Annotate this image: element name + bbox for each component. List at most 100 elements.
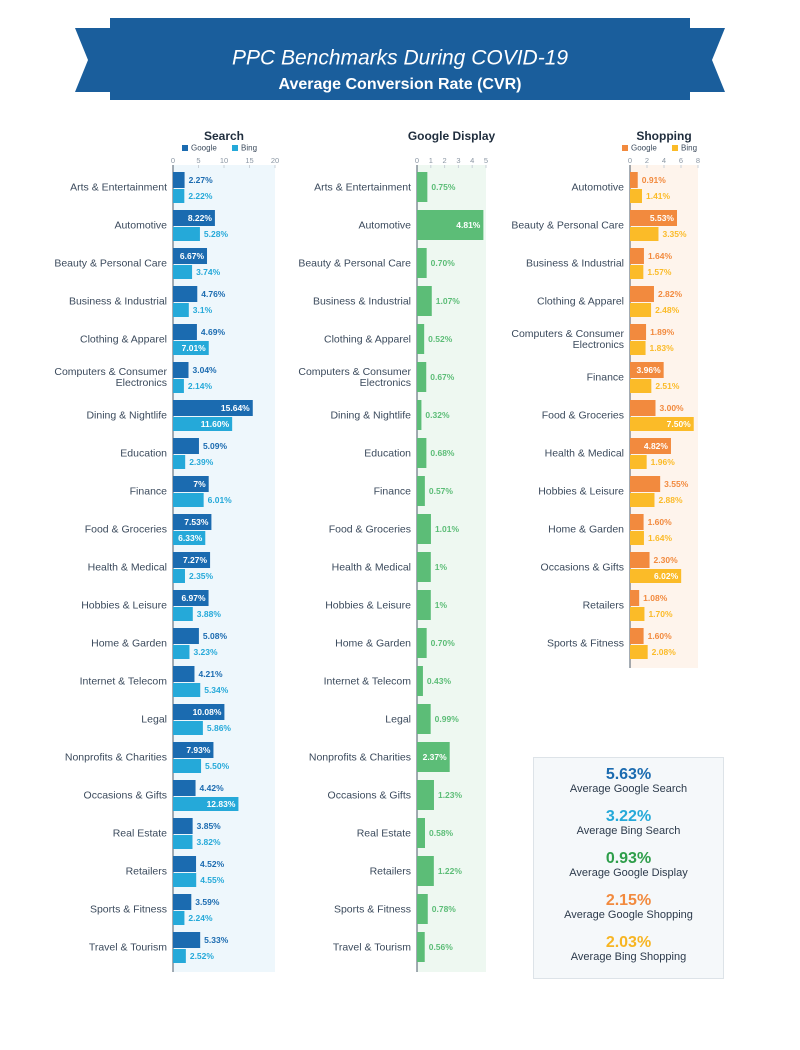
category-label: Food & Groceries: [328, 523, 411, 536]
data-label: 2.27%: [189, 175, 214, 185]
category-label: Finance: [373, 485, 411, 498]
x-tick-label: 15: [245, 156, 253, 165]
data-label: 3.55%: [664, 479, 689, 489]
bar: [630, 379, 652, 393]
legend-label: Google: [191, 144, 217, 153]
x-tick-label: 3: [456, 156, 460, 165]
bar: [630, 324, 647, 340]
bar: [173, 780, 196, 796]
category-label: Automotive: [571, 181, 624, 194]
bar: [630, 189, 642, 203]
data-label: 1.64%: [648, 533, 673, 543]
data-label: 1%: [435, 562, 448, 572]
bar: [417, 818, 426, 848]
bar: [173, 303, 189, 317]
bar: [173, 531, 206, 545]
bar: [173, 210, 215, 226]
category-label: Finance: [129, 485, 167, 498]
category-label: Clothing & Apparel: [537, 295, 624, 308]
bar: [173, 742, 214, 758]
data-label: 1.83%: [650, 343, 675, 353]
bar: [173, 172, 185, 188]
bar: [417, 210, 484, 240]
data-label: 0.70%: [431, 258, 456, 268]
summary-label: Average Google Search: [569, 783, 688, 795]
category-label: Nonprofits & Charities: [64, 751, 167, 764]
x-tick-label: 4: [662, 156, 666, 165]
bar: [173, 607, 193, 621]
category-label: Hobbies & Leisure: [81, 599, 167, 612]
legend-label: Bing: [681, 144, 697, 153]
category-label: Computers & Consumer Electronics: [54, 366, 167, 389]
bar: [630, 531, 644, 545]
bar: [173, 683, 201, 697]
bar: [173, 835, 193, 849]
data-label: 3.35%: [662, 229, 687, 239]
category-label: Retailers: [369, 865, 411, 878]
bar: [173, 894, 192, 910]
data-label: 0.57%: [429, 486, 454, 496]
category-label: Beauty & Personal Care: [54, 257, 167, 270]
bar: [630, 341, 646, 355]
legend-swatch: [622, 145, 628, 151]
data-label: 0.43%: [427, 676, 452, 686]
category-label: Retailers: [125, 865, 167, 878]
data-label: 5.33%: [204, 935, 229, 945]
legend-swatch: [232, 145, 238, 151]
bar: [173, 818, 193, 834]
data-label: 1.96%: [651, 457, 676, 467]
data-label: 12.83%: [207, 799, 236, 809]
bar: [630, 514, 644, 530]
category-label: Travel & Tourism: [332, 941, 411, 954]
category-label: Sports & Fitness: [333, 903, 411, 916]
category-label: Home & Garden: [548, 523, 624, 536]
data-label: 2.24%: [188, 913, 213, 923]
summary-value: 5.63%: [605, 766, 652, 783]
data-label: 0.99%: [435, 714, 460, 724]
category-label: Sports & Fitness: [546, 637, 624, 650]
data-label: 1.89%: [650, 327, 675, 337]
legend-label: Google: [631, 144, 657, 153]
bar: [173, 324, 197, 340]
data-label: 8.22%: [188, 213, 213, 223]
category-label: Hobbies & Leisure: [538, 485, 624, 498]
data-label: 2.39%: [189, 457, 214, 467]
data-label: 2.30%: [654, 555, 679, 565]
bar: [417, 476, 425, 506]
category-label: Education: [120, 447, 167, 460]
data-label: 7%: [193, 479, 206, 489]
bar: [417, 324, 425, 354]
data-label: 4.55%: [200, 875, 225, 885]
category-label: Real Estate: [112, 827, 167, 840]
data-label: 7.93%: [186, 745, 211, 755]
data-label: 0.52%: [428, 334, 453, 344]
bar: [173, 438, 199, 454]
data-label: 0.68%: [430, 448, 455, 458]
bar: [173, 227, 200, 241]
category-label: Occasions & Gifts: [83, 789, 167, 802]
summary-value: 2.03%: [605, 934, 652, 951]
bar: [630, 438, 671, 454]
data-label: 7.27%: [183, 555, 208, 565]
data-label: 1.70%: [648, 609, 673, 619]
data-label: 0.32%: [425, 410, 450, 420]
bar: [417, 704, 431, 734]
category-label: Internet & Telecom: [323, 675, 411, 688]
bar: [630, 417, 694, 431]
bar: [417, 780, 434, 810]
data-label: 0.91%: [642, 175, 667, 185]
data-label: 0.67%: [430, 372, 455, 382]
bar: [173, 286, 198, 302]
category-label: Business & Industrial: [68, 295, 167, 308]
x-tick-label: 8: [696, 156, 700, 165]
data-label: 1.60%: [648, 631, 673, 641]
x-tick-label: 5: [484, 156, 488, 165]
data-label: 4.81%: [456, 220, 481, 230]
bar: [173, 590, 209, 606]
category-label: Dining & Nightlife: [330, 409, 411, 422]
data-label: 7.53%: [184, 517, 209, 527]
bar: [173, 569, 185, 583]
category-label: Arts & Entertainment: [314, 181, 411, 194]
